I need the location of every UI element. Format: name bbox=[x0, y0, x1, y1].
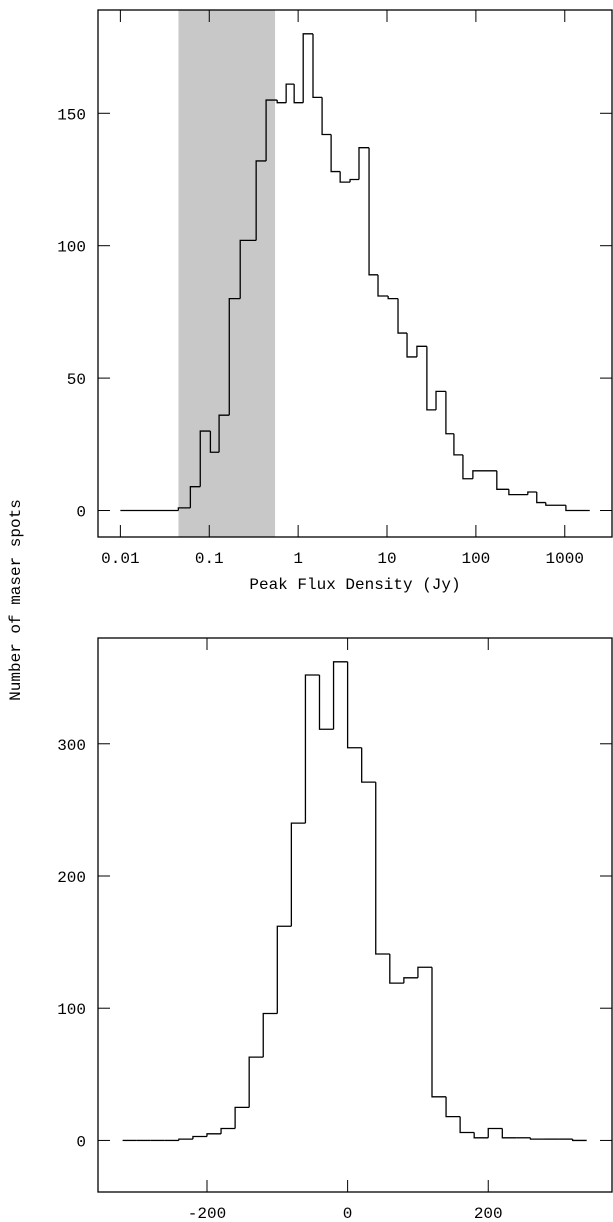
histogram-step bbox=[435, 390, 446, 410]
histogram-step bbox=[508, 489, 528, 496]
histogram-step bbox=[445, 391, 454, 435]
histogram-step bbox=[387, 296, 399, 300]
histogram-step bbox=[220, 1127, 236, 1134]
histogram-step bbox=[218, 414, 230, 453]
histogram-step bbox=[377, 274, 389, 297]
histogram-step bbox=[290, 822, 306, 927]
x-tick-label: 0 bbox=[343, 1205, 353, 1222]
histogram-step bbox=[431, 967, 447, 1098]
histogram-step bbox=[527, 491, 537, 495]
histogram-step bbox=[239, 239, 257, 299]
histogram-step bbox=[472, 470, 497, 479]
histogram-step bbox=[571, 1139, 587, 1142]
x-axis-label: Peak Flux Density (Jy) bbox=[249, 576, 460, 594]
histogram-step bbox=[321, 97, 332, 136]
histogram-step bbox=[416, 345, 427, 357]
histogram-step bbox=[312, 33, 323, 99]
plot-frame bbox=[97, 637, 613, 1193]
histogram-step bbox=[330, 134, 341, 173]
y-tick-label: 300 bbox=[57, 737, 86, 755]
histogram-step bbox=[192, 1135, 207, 1140]
y-tick-label: 0 bbox=[76, 504, 86, 522]
histogram-step bbox=[459, 1116, 475, 1134]
y-tick-label: 0 bbox=[76, 1133, 86, 1151]
histogram-step bbox=[228, 298, 241, 416]
histogram-step bbox=[234, 1106, 250, 1129]
y-tick-label: 50 bbox=[67, 371, 86, 389]
x-tick-label: 0.1 bbox=[195, 550, 224, 568]
histogram-step bbox=[368, 147, 379, 276]
histogram-step bbox=[473, 1132, 489, 1139]
y-tick-label: 100 bbox=[57, 1001, 86, 1019]
histogram-step bbox=[375, 782, 390, 955]
histogram-step bbox=[389, 954, 404, 984]
histogram-step bbox=[206, 1133, 222, 1137]
histogram-step bbox=[349, 178, 360, 183]
histogram-step bbox=[177, 507, 191, 511]
x-tick-label: 1 bbox=[293, 550, 303, 568]
histogram-step bbox=[406, 333, 417, 358]
histogram-step bbox=[346, 661, 362, 749]
x-tick-label: 200 bbox=[474, 1205, 503, 1222]
histogram-step bbox=[302, 33, 314, 103]
histogram-step bbox=[276, 100, 287, 104]
histogram-step bbox=[462, 454, 473, 480]
histogram-step bbox=[545, 502, 566, 506]
histogram-step bbox=[445, 1096, 461, 1118]
x-tick-label: 0.01 bbox=[101, 550, 139, 568]
histogram-step bbox=[178, 1138, 193, 1141]
histogram-step bbox=[199, 430, 211, 487]
histogram-step bbox=[536, 491, 546, 504]
histogram-step bbox=[262, 1012, 278, 1058]
histogram-step bbox=[304, 674, 320, 824]
histogram-step bbox=[293, 84, 304, 104]
histogram-step bbox=[189, 486, 201, 508]
x-tick-label: 1000 bbox=[546, 550, 584, 568]
histogram-step bbox=[265, 99, 278, 161]
histogram-step bbox=[361, 747, 376, 783]
histogram-step bbox=[453, 433, 463, 456]
plot-frame bbox=[97, 9, 613, 538]
x-tick-label: 100 bbox=[461, 550, 490, 568]
histogram-step bbox=[285, 83, 295, 103]
x-tick-label: 10 bbox=[377, 550, 396, 568]
y-tick-label: 100 bbox=[57, 239, 86, 257]
histogram-step bbox=[255, 160, 267, 241]
histogram-step bbox=[248, 1056, 264, 1108]
histogram-step bbox=[358, 147, 370, 180]
shaded-region bbox=[178, 10, 276, 537]
histogram-step bbox=[426, 346, 437, 411]
histogram-step bbox=[496, 470, 509, 490]
histogram-step bbox=[339, 171, 351, 183]
histogram-step bbox=[529, 1137, 545, 1140]
x-tick-label: -200 bbox=[188, 1205, 226, 1222]
histogram-step bbox=[403, 977, 418, 984]
y-axis-label: Number of maser spots bbox=[7, 499, 25, 701]
histogram-step bbox=[276, 925, 292, 1014]
y-tick-label: 150 bbox=[57, 106, 86, 124]
histogram-step bbox=[397, 298, 408, 334]
histogram-step bbox=[565, 505, 590, 512]
histogram-step bbox=[332, 661, 348, 730]
histogram-step bbox=[487, 1127, 503, 1138]
histogram-step bbox=[209, 431, 220, 453]
histogram-step bbox=[318, 675, 334, 730]
y-tick-label: 200 bbox=[57, 869, 86, 887]
histogram-step bbox=[501, 1128, 517, 1139]
histogram-step bbox=[417, 966, 432, 978]
